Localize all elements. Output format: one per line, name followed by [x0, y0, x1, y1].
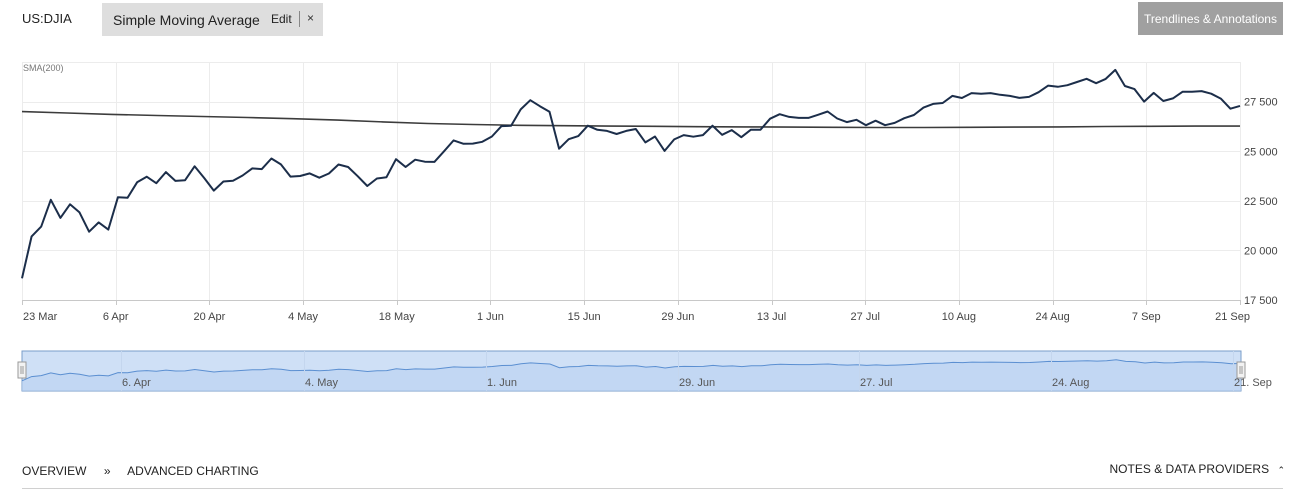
navigator-line [21, 359, 1242, 382]
navigator-label: 24. Aug [1052, 377, 1089, 389]
navigator-label: 4. May [305, 377, 339, 389]
price-line [21, 68, 1241, 279]
notes-data-providers-toggle[interactable]: NOTES & DATA PROVIDERS ⌃ [1110, 462, 1285, 476]
x-tick-label: 20 Apr [193, 311, 225, 323]
overview-link[interactable]: OVERVIEW [22, 464, 87, 478]
indicator-name: Simple Moving Average [113, 12, 260, 28]
x-tick-label: 4 May [288, 311, 318, 323]
advanced-charting-link[interactable]: ADVANCED CHARTING [127, 464, 259, 478]
y-tick-label: 20 000 [1244, 245, 1278, 257]
navigator-right-handle[interactable] [1236, 361, 1246, 379]
x-tick-label: 24 Aug [1035, 311, 1069, 323]
sma-legend-label: SMA(200) [23, 63, 64, 73]
footer-nav: OVERVIEW » ADVANCED CHARTING [22, 464, 273, 478]
navigator-label: 21. Sep [1234, 377, 1272, 389]
breadcrumb-separator: » [103, 464, 111, 478]
x-tick-label: 6 Apr [103, 311, 129, 323]
notes-label: NOTES & DATA PROVIDERS [1109, 462, 1270, 476]
navigator-label: 29. Jun [679, 377, 715, 389]
navigator-label: 1. Jun [487, 377, 517, 389]
x-tick-label: 29 Jun [661, 311, 694, 323]
horizontal-gridlines [22, 62, 1240, 301]
x-tick-label: 15 Jun [568, 311, 601, 323]
pill-divider [299, 11, 300, 27]
trendlines-annotations-button[interactable]: Trendlines & Annotations [1138, 2, 1283, 35]
navigator-label: 6. Apr [122, 377, 151, 389]
y-tick-label: 22 500 [1244, 196, 1278, 208]
close-icon[interactable]: × [307, 11, 315, 25]
y-tick-label: 17 500 [1244, 295, 1278, 307]
x-tick-label: 18 May [379, 311, 416, 323]
indicator-pill: Simple Moving Average Edit × [102, 3, 323, 36]
x-tick-label: 23 Mar [23, 311, 58, 323]
edit-indicator-button[interactable]: Edit [271, 12, 292, 26]
vertical-gridlines [22, 62, 1241, 300]
chevron-up-icon: ⌃ [1277, 465, 1285, 475]
x-tick-label: 10 Aug [942, 311, 976, 323]
navigator-area [22, 359, 1241, 391]
navigator-left-handle[interactable] [17, 361, 27, 379]
x-tick-label: 13 Jul [757, 311, 786, 323]
symbol-label: US:DJIA [22, 11, 72, 26]
footer-divider [22, 488, 1283, 489]
x-tick-label: 7 Sep [1132, 311, 1161, 323]
y-tick-label: 27 500 [1244, 97, 1278, 109]
x-tick-label: 21 Sep [1215, 311, 1250, 323]
x-tick-label: 27 Jul [851, 311, 880, 323]
y-tick-label: 25 000 [1244, 146, 1278, 158]
x-tick-label: 1 Jun [477, 311, 504, 323]
sma-line [21, 110, 1240, 129]
navigator-label: 27. Jul [860, 377, 892, 389]
